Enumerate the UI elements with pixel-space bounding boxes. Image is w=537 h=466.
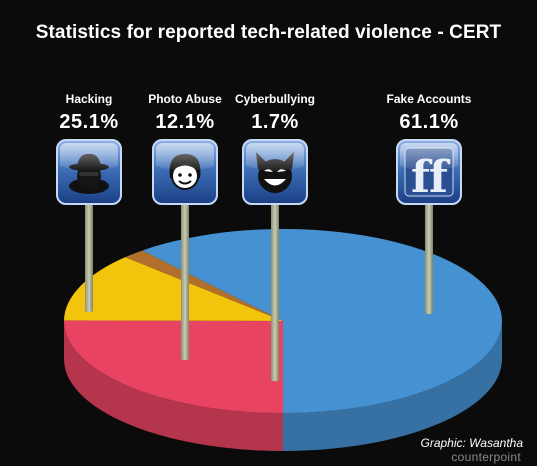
- pointer-pole: [85, 200, 93, 312]
- category-label: Fake Accounts: [386, 92, 472, 106]
- pie-slice-photo-abuse: [64, 257, 283, 321]
- category-cyberbullying: Cyberbullying 1.7%: [220, 92, 330, 134]
- pie-side-hacking: [64, 321, 283, 451]
- pointer-pole: [425, 200, 433, 314]
- masked-face-icon: [242, 139, 308, 205]
- pie-side-fake-accounts: [283, 321, 502, 451]
- watermark: counterpoint: [451, 450, 521, 464]
- category-value: 1.7%: [251, 111, 299, 133]
- pie-slice-fake-accounts: [142, 228, 503, 413]
- category-label: Cyberbullying: [234, 92, 315, 106]
- category-value: 61.1%: [399, 111, 459, 133]
- pie-slice-hacking: [64, 320, 283, 413]
- graphic-credit: Graphic: Wasantha: [420, 436, 524, 450]
- chart-title: Statistics for reported tech-related vio…: [35, 22, 502, 43]
- spy-icon: [56, 139, 122, 205]
- girl-face-icon: [152, 139, 218, 205]
- category-fake-accounts: Fake Accounts 61.1%: [374, 92, 484, 134]
- category-photo-abuse: Photo Abuse 12.1%: [130, 92, 240, 134]
- category-label: Hacking: [65, 92, 113, 106]
- category-hacking: Hacking 25.1%: [34, 92, 144, 134]
- pointer-pole: [181, 200, 189, 360]
- category-value: 12.1%: [155, 111, 215, 133]
- pie-slice-cyberbullying: [125, 250, 284, 321]
- pointer-pole: [271, 200, 279, 381]
- category-value: 25.1%: [59, 111, 119, 133]
- category-label: Photo Abuse: [148, 92, 222, 106]
